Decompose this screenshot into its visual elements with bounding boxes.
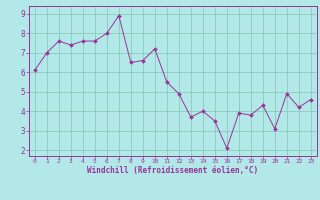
X-axis label: Windchill (Refroidissement éolien,°C): Windchill (Refroidissement éolien,°C)	[87, 166, 258, 175]
